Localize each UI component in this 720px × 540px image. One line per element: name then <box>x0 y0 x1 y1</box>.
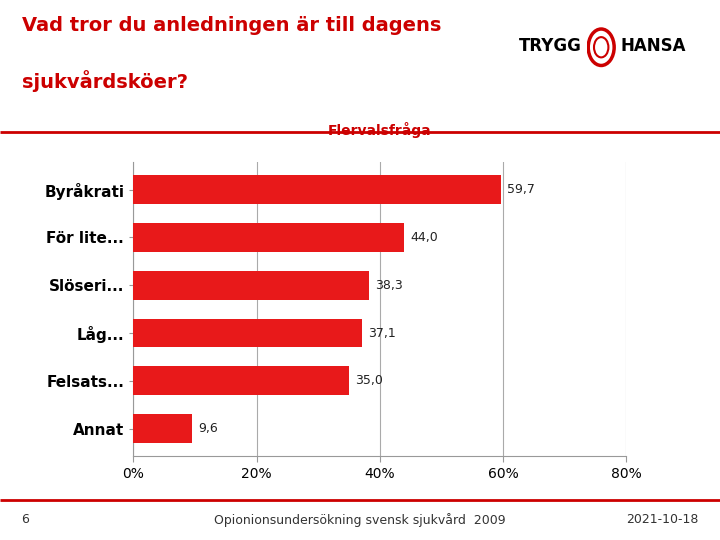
Text: HANSA: HANSA <box>621 37 686 55</box>
Text: 37,1: 37,1 <box>368 327 396 340</box>
Text: 2021-10-18: 2021-10-18 <box>626 513 698 526</box>
Bar <box>133 223 405 252</box>
Text: sjukvårdsköer?: sjukvårdsköer? <box>22 70 188 92</box>
Bar <box>133 176 501 204</box>
Text: Vad tror du anledningen är till dagens: Vad tror du anledningen är till dagens <box>22 16 441 35</box>
Text: 35,0: 35,0 <box>355 374 383 387</box>
Text: Opionionsundersökning svensk sjukvård  2009: Opionionsundersökning svensk sjukvård 20… <box>214 513 506 527</box>
Text: 9,6: 9,6 <box>199 422 218 435</box>
Bar <box>133 271 369 300</box>
Text: 38,3: 38,3 <box>376 279 403 292</box>
Text: TRYGG: TRYGG <box>518 37 581 55</box>
Bar <box>133 319 362 347</box>
Text: 59,7: 59,7 <box>508 183 535 196</box>
Bar <box>133 367 349 395</box>
Text: 44,0: 44,0 <box>410 231 438 244</box>
Bar <box>133 414 192 443</box>
Text: Flervalsfråga: Flervalsfråga <box>328 123 431 138</box>
Text: 6: 6 <box>22 513 30 526</box>
Circle shape <box>594 37 608 57</box>
